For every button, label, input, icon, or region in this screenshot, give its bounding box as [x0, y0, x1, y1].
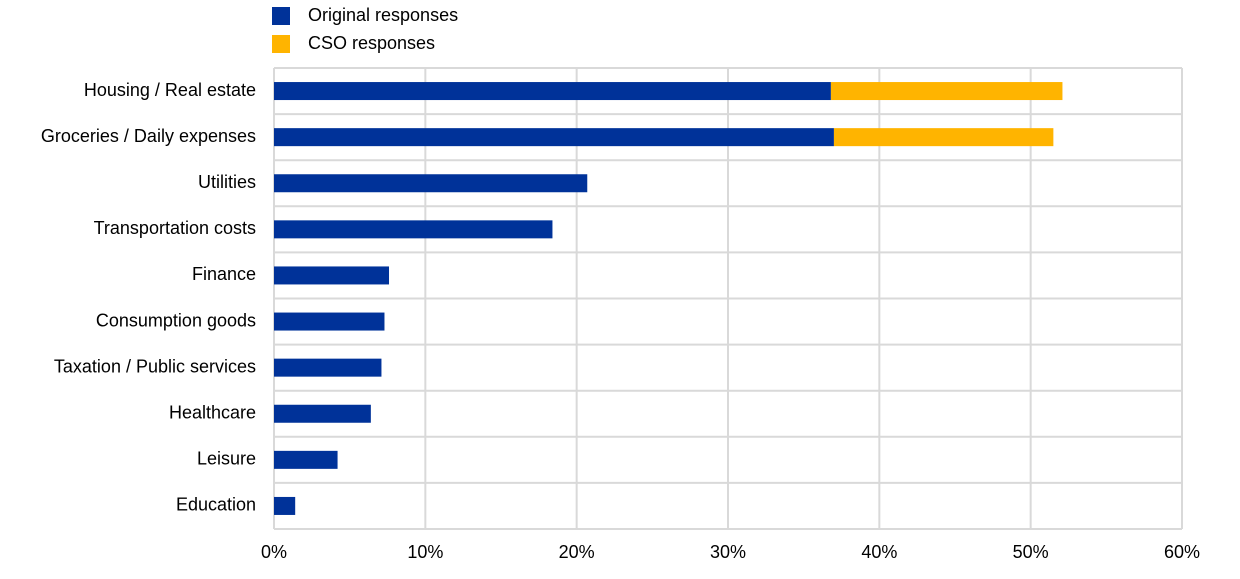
bar — [830, 82, 1063, 101]
x-tick-label: 20% — [559, 542, 595, 562]
x-tick-label: 0% — [261, 542, 287, 562]
x-tick-label: 30% — [710, 542, 746, 562]
x-tick-label: 50% — [1013, 542, 1049, 562]
legend-swatch — [272, 35, 290, 53]
y-tick-label: Transportation costs — [94, 218, 256, 238]
bar — [274, 450, 338, 469]
y-tick-label: Taxation / Public services — [54, 356, 256, 376]
y-tick-label: Education — [176, 495, 256, 515]
bar — [274, 174, 588, 193]
y-tick-label: Finance — [192, 264, 256, 284]
bar — [274, 312, 385, 331]
bar — [274, 496, 296, 515]
y-tick-label: Consumption goods — [96, 310, 256, 330]
bar — [274, 128, 834, 147]
bar — [274, 404, 371, 423]
x-tick-label: 60% — [1164, 542, 1200, 562]
bar — [274, 358, 382, 377]
legend-swatch — [272, 7, 290, 25]
y-tick-label: Utilities — [198, 172, 256, 192]
x-tick-label: 10% — [407, 542, 443, 562]
bar — [274, 266, 390, 285]
y-tick-label: Housing / Real estate — [84, 80, 256, 100]
bar — [833, 128, 1054, 147]
legend-label: CSO responses — [308, 33, 435, 53]
y-tick-label: Groceries / Daily expenses — [41, 126, 256, 146]
legend-label: Original responses — [308, 5, 458, 25]
bar — [274, 82, 831, 101]
y-tick-label: Healthcare — [169, 403, 256, 423]
x-tick-label: 40% — [861, 542, 897, 562]
y-tick-label: Leisure — [197, 449, 256, 469]
bar — [274, 220, 553, 239]
